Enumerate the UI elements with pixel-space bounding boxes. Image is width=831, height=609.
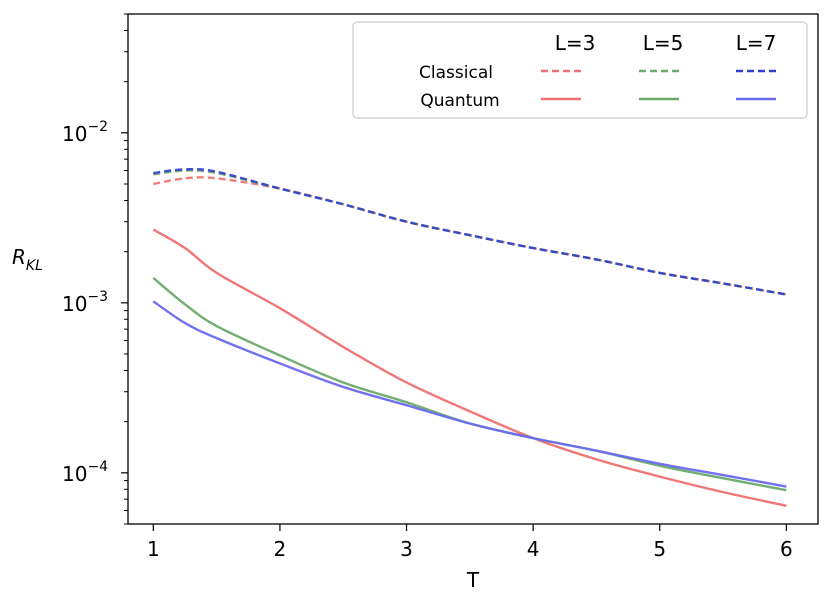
legend-row-quantum: Quantum xyxy=(420,91,499,111)
x-axis-ticks: 1 2 3 4 5 6 xyxy=(147,524,793,561)
x-tick-label: 2 xyxy=(274,537,287,561)
x-tick-label: 5 xyxy=(653,537,666,561)
y-minor-ticks xyxy=(124,13,128,525)
series-line-quantum-L7 xyxy=(152,300,787,488)
series-line-classical-L5 xyxy=(153,169,787,296)
x-tick-label: 3 xyxy=(400,537,413,561)
y-tick-label: 10−3 xyxy=(62,289,108,316)
legend-header-l7: L=7 xyxy=(736,31,777,55)
y-axis-label-subscript: KL xyxy=(26,258,43,274)
series-layer xyxy=(152,167,787,507)
x-tick-label: 1 xyxy=(147,537,160,561)
legend-row-classical: Classical xyxy=(419,63,493,83)
legend-header-l5: L=5 xyxy=(643,31,684,55)
series-line-quantum-L3 xyxy=(152,228,787,507)
series-line-classical-L7 xyxy=(153,167,787,296)
x-axis-label: T xyxy=(466,568,480,592)
y-axis-ticks: 10−2 10−3 10−4 xyxy=(62,119,128,486)
y-axis-label: RKL xyxy=(12,245,43,274)
plot-frame xyxy=(127,13,819,525)
y-tick-label: 10−2 xyxy=(62,119,108,146)
series-line-quantum-L5 xyxy=(152,277,787,492)
x-tick-label: 6 xyxy=(780,537,793,561)
x-tick-label: 4 xyxy=(527,537,540,561)
legend-swatches xyxy=(541,69,776,101)
legend: L=3 L=5 L=7 Classical Quantum xyxy=(352,21,808,119)
y-axis-label-main: R xyxy=(12,245,26,269)
y-tick-label: 10−4 xyxy=(62,459,108,486)
legend-header-l3: L=3 xyxy=(555,31,596,55)
